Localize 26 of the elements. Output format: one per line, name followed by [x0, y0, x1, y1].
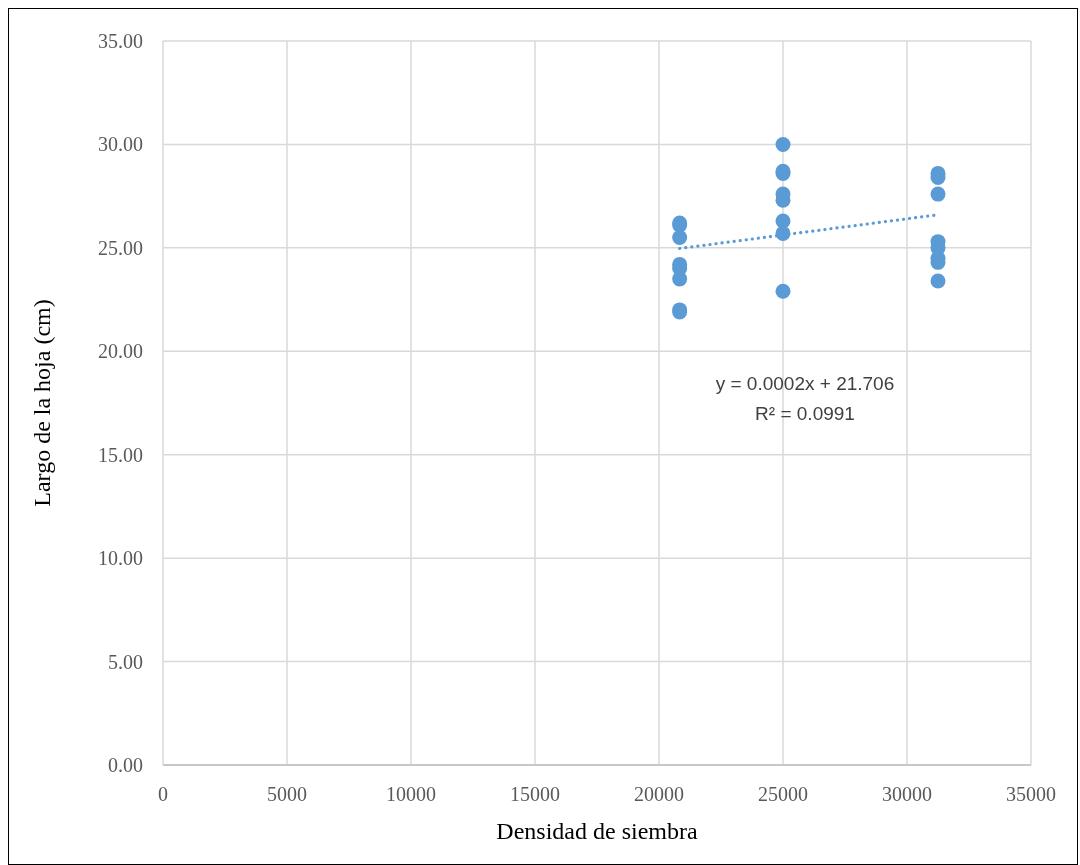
annotation: R² = 0.0991 — [755, 403, 855, 424]
point — [672, 271, 688, 287]
y-tick-label: 30.00 — [98, 133, 143, 156]
y-tick-label: 25.00 — [98, 236, 143, 259]
y-tick-label: 10.00 — [98, 547, 143, 570]
point — [930, 186, 946, 202]
point — [672, 230, 688, 246]
y-axis-title: Largo de la hoja (cm) — [29, 299, 55, 507]
y-tick-label: 20.00 — [98, 340, 143, 363]
x-axis-title: Densidad de siembra — [496, 818, 698, 844]
x-tick-label: 25000 — [758, 783, 808, 805]
y-tick-label: 15.00 — [98, 443, 143, 466]
point — [930, 273, 946, 289]
x-tick-label: 0 — [158, 783, 168, 805]
y-tick-label: 35.00 — [98, 30, 143, 52]
y-tick-label: 0.00 — [108, 754, 143, 776]
point — [775, 283, 791, 299]
point — [775, 136, 791, 152]
x-tick-label: 15000 — [510, 783, 560, 805]
x-tick-label: 20000 — [634, 783, 684, 805]
annotation: y = 0.0002x + 21.706 — [715, 373, 895, 394]
x-tick-label: 35000 — [1006, 783, 1056, 805]
x-tick-label: 10000 — [386, 783, 436, 805]
x-tick-label: 30000 — [882, 783, 932, 805]
x-tick-label: 5000 — [267, 783, 307, 805]
y-tick-label: 5.00 — [108, 650, 143, 673]
